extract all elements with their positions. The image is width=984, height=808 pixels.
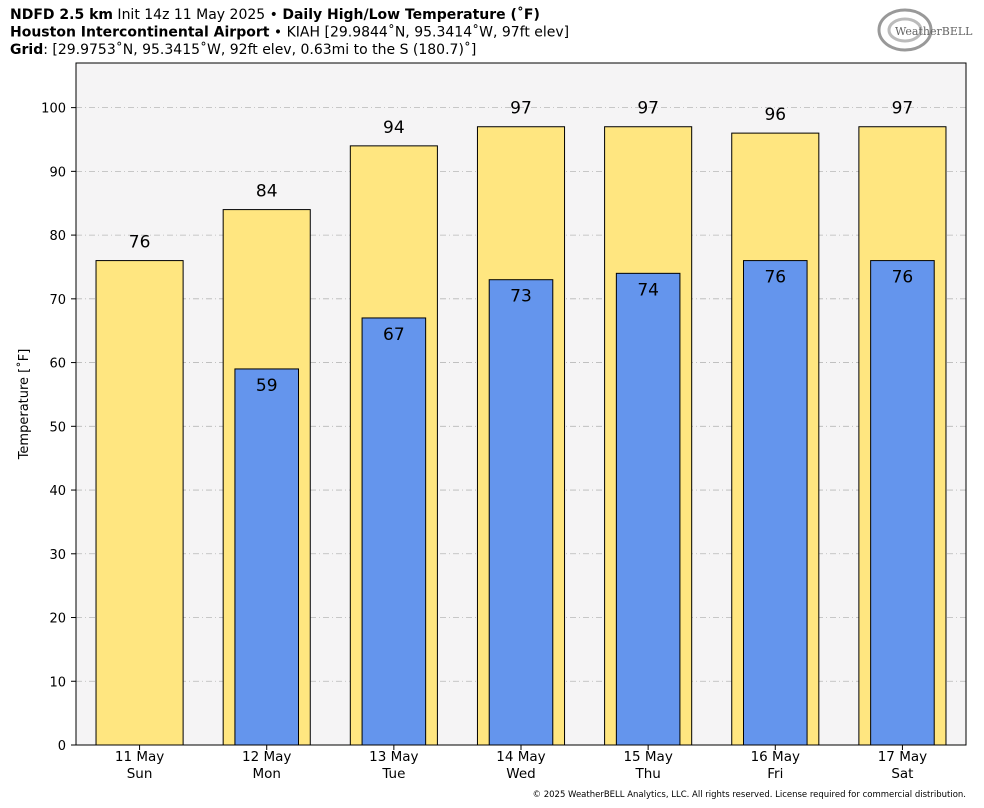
title-segment: Houston Intercontinental Airport: [10, 25, 270, 41]
footer: © 2025 WeatherBELL Analytics, LLC. All r…: [533, 790, 966, 800]
y-tick-label: 20: [49, 612, 66, 627]
title-segment: • KIAH [29.9844˚N, 95.3414˚W, 97ft elev]: [269, 24, 569, 41]
title-segment: NDFD 2.5 km: [10, 7, 113, 23]
logo-swirl: [887, 17, 923, 43]
bar: [361, 317, 427, 746]
y-tick-label: 70: [49, 293, 66, 308]
x-tick-label: 17 May: [878, 749, 927, 765]
value-label: 59: [256, 376, 278, 396]
x-tick-label: Sun: [127, 766, 153, 782]
y-tick-label: 90: [49, 165, 66, 180]
y-axis-label: Temperature [˚F]: [16, 349, 32, 461]
value-label: 76: [129, 233, 151, 253]
bar: [95, 260, 184, 746]
value-label: 96: [764, 105, 786, 125]
bar: [615, 272, 681, 746]
bar: [870, 260, 935, 746]
y-tick-label: 40: [49, 484, 66, 499]
x-tick-label: 11 May: [115, 749, 164, 765]
plot-frame: [75, 62, 967, 746]
value-label: 73: [510, 287, 532, 307]
y-tick-label: 100: [41, 102, 66, 117]
x-tick-label: 15 May: [623, 749, 672, 765]
title-line: Houston Intercontinental Airport • KIAH …: [10, 24, 569, 41]
value-label: 76: [764, 268, 786, 288]
bar: [234, 368, 300, 746]
x-tick-label: Wed: [506, 766, 535, 782]
x-tick-label: 16 May: [751, 749, 800, 765]
value-label: 74: [637, 280, 659, 300]
y-tick-label: 50: [49, 420, 66, 435]
bar: [488, 279, 554, 746]
value-label: 76: [892, 268, 914, 288]
x-tick-label: Fri: [767, 766, 783, 782]
x-tick-label: 14 May: [496, 749, 545, 765]
value-label: 94: [383, 118, 405, 138]
x-tick-label: 12 May: [242, 749, 291, 765]
y-tick-label: 10: [49, 675, 66, 690]
bar: [743, 260, 808, 746]
x-tick-label: Sat: [891, 766, 913, 782]
title-segment: Grid: [10, 42, 43, 58]
value-label: 67: [383, 325, 405, 345]
x-tick-label: Mon: [252, 766, 280, 782]
logo-swirl: [877, 8, 933, 52]
title-segment: : [29.9753˚N, 95.3415˚W, 92ft elev, 0.63…: [43, 41, 476, 58]
value-label: 97: [892, 99, 914, 119]
x-tick-label: Tue: [381, 766, 405, 782]
x-tick-label: Thu: [634, 766, 660, 782]
title-line: Grid: [29.9753˚N, 95.3415˚W, 92ft elev, …: [10, 41, 476, 58]
logo: WeatherBELL: [877, 8, 973, 52]
title-segment: Init 14z 11 May 2025 •: [113, 7, 282, 23]
logo-text: WeatherBELL: [895, 25, 973, 38]
y-tick-label: 60: [49, 357, 66, 372]
y-tick-label: 0: [58, 739, 66, 754]
value-label: 84: [256, 182, 278, 202]
value-label: 97: [510, 99, 532, 119]
x-tick-label: 13 May: [369, 749, 418, 765]
title-line: NDFD 2.5 km Init 14z 11 May 2025 • Daily…: [10, 6, 540, 23]
title-segment: Daily High/Low Temperature (˚F): [282, 6, 540, 23]
y-tick-label: 80: [49, 229, 66, 244]
y-tick-label: 30: [49, 548, 66, 563]
value-label: 97: [637, 99, 659, 119]
